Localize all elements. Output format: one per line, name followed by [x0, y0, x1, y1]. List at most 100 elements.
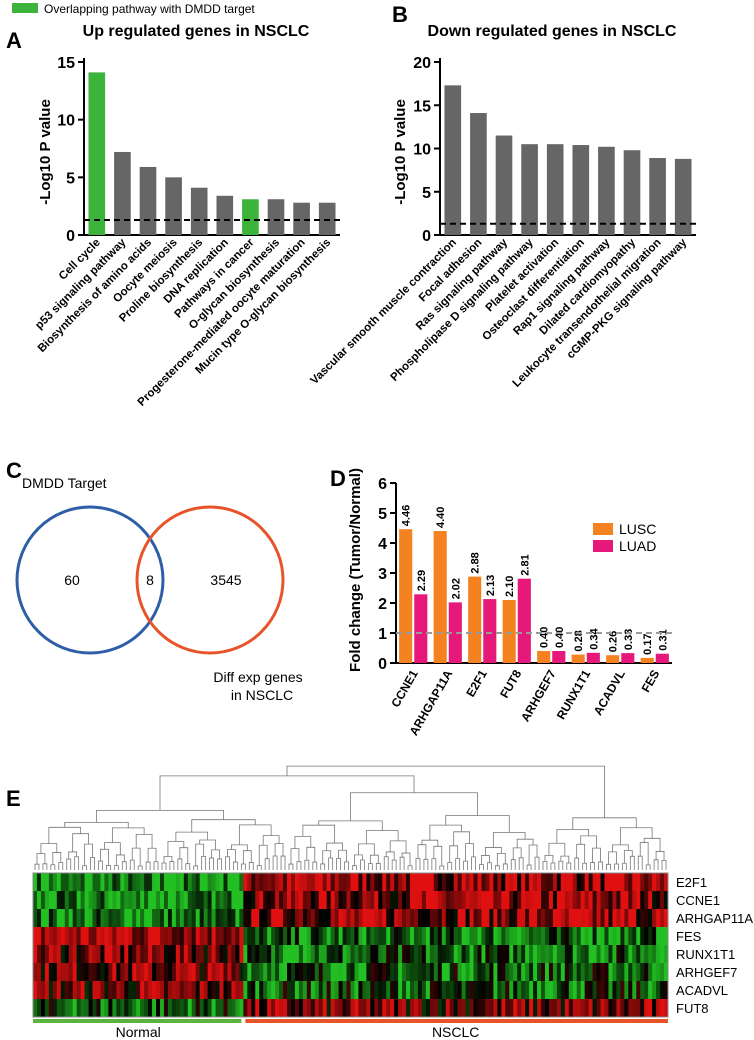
heatmap-cell	[239, 999, 244, 1018]
dendrogram-branch	[34, 863, 40, 870]
heatmap-cell	[588, 891, 593, 910]
heatmap-cell	[612, 999, 617, 1018]
heatmap-cell	[517, 945, 522, 964]
heatmap-cell	[477, 909, 482, 928]
bar-osteoclast-differentiation	[572, 145, 590, 235]
heatmap-cell	[588, 981, 593, 1000]
heatmap-cell	[580, 981, 586, 1000]
dendrogram-branch	[272, 855, 278, 870]
heatmap-cell	[136, 927, 141, 946]
heatmap-cell	[175, 963, 181, 982]
heatmap-cell	[362, 891, 367, 910]
heatmap-cell	[509, 999, 514, 1018]
heatmap-cell	[541, 981, 546, 1000]
heatmap-cell	[517, 873, 522, 892]
heatmap-cell	[406, 963, 411, 982]
heatmap-cell	[306, 981, 312, 1000]
heatmap-cell	[84, 999, 89, 1018]
heatmap-cell	[227, 945, 232, 964]
heatmap-cell	[608, 909, 613, 928]
heatmap-cell	[195, 945, 201, 964]
dendrogram-branch	[550, 862, 556, 870]
x-tick-label: FES	[639, 668, 663, 695]
data-label: 2.88	[470, 552, 482, 573]
heatmap-cell	[267, 909, 272, 928]
heatmap-cell	[64, 999, 70, 1018]
heatmap-cell	[648, 999, 653, 1018]
heatmap-cell	[128, 981, 133, 1000]
heatmap-cell	[298, 927, 304, 946]
heatmap-cell	[596, 963, 601, 982]
heatmap-cell	[104, 999, 109, 1018]
heatmap-cell	[36, 999, 42, 1018]
heatmap-cell	[568, 891, 574, 910]
dendrogram-branch	[433, 845, 443, 866]
heatmap-cell	[76, 927, 82, 946]
heatmap-cell	[362, 873, 367, 892]
heatmap-cell	[370, 927, 375, 946]
heatmap-cell	[342, 891, 347, 910]
heatmap-cell	[497, 891, 502, 910]
heatmap-cell	[517, 891, 522, 910]
heatmap-cell	[124, 873, 129, 892]
heatmap-cell	[302, 981, 308, 1000]
heatmap-cell	[283, 891, 288, 910]
dendrogram-branch	[131, 847, 141, 866]
heatmap-cell	[588, 963, 593, 982]
heatmap-cell	[544, 909, 550, 928]
data-label: 2.02	[450, 578, 462, 599]
heatmap-cell	[120, 963, 125, 982]
heatmap-cell	[596, 945, 601, 964]
heatmap-cell	[560, 873, 566, 892]
heatmap-cell	[287, 999, 292, 1018]
heatmap-cell	[92, 945, 97, 964]
bar-biosynthesis-of-amino-acids	[139, 166, 157, 235]
heatmap-cell	[449, 981, 455, 1000]
heatmap-cell	[620, 963, 625, 982]
heatmap-cell	[183, 873, 189, 892]
heatmap-cell	[445, 909, 451, 928]
heatmap-cell	[564, 999, 570, 1018]
heatmap-cell	[306, 873, 312, 892]
heatmap-cell	[338, 999, 343, 1018]
y-tick-label: 4	[378, 536, 387, 553]
heatmap-cell	[556, 909, 562, 928]
heatmap-cell	[525, 891, 530, 910]
venn-count-diff-exp-only: 3545	[210, 572, 241, 588]
heatmap-cell	[132, 873, 137, 892]
heatmap-cell	[398, 945, 403, 964]
heatmap-cell	[96, 945, 101, 964]
heatmap-cell	[576, 945, 582, 964]
heatmap-cell	[493, 891, 498, 910]
heatmap-cell	[108, 999, 113, 1018]
heatmap-cell	[287, 945, 292, 964]
heatmap-cell	[302, 963, 308, 982]
heatmap-cell	[68, 981, 74, 1000]
heatmap-cell	[124, 927, 129, 946]
heatmap-cell	[231, 945, 236, 964]
heatmap-cell	[620, 945, 625, 964]
heatmap-cell	[108, 963, 113, 982]
heatmap-cell	[279, 981, 284, 1000]
heatmap-cell	[152, 945, 157, 964]
dendrogram-branch	[167, 841, 185, 857]
heatmap-cell	[556, 945, 562, 964]
heatmap-cell	[576, 963, 582, 982]
heatmap-cell	[644, 963, 649, 982]
heatmap-cell	[68, 999, 74, 1018]
heatmap-cell	[112, 873, 117, 892]
heatmap-cell	[80, 981, 85, 1000]
heatmap-cell	[501, 891, 506, 910]
dendrogram-branch	[582, 862, 588, 870]
heatmap-cell	[195, 981, 201, 1000]
heatmap-cell	[374, 891, 379, 910]
heatmap-cell	[302, 891, 308, 910]
heatmap-cell	[576, 873, 582, 892]
heatmap-cell	[36, 945, 42, 964]
legend-swatch-luad	[593, 540, 613, 552]
heatmap-cell	[112, 927, 117, 946]
heatmap-cell	[414, 927, 419, 946]
heatmap-cell	[88, 945, 93, 964]
panel-d-grouped-bar-chart: Fold change (Tumor/Normal) 01234564.462.…	[347, 468, 672, 738]
dendrogram-branch	[50, 864, 56, 870]
